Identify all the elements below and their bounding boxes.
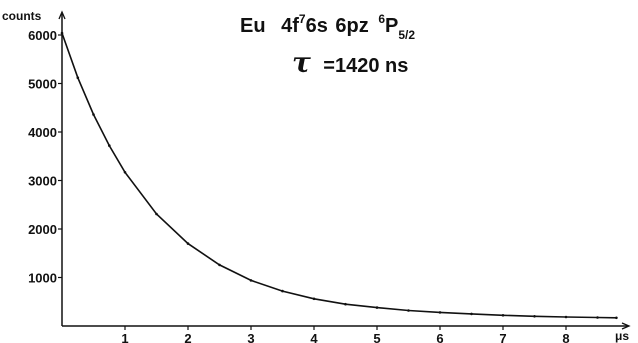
x-tick-label: 4 — [310, 331, 318, 343]
chart-title-line2: τ =1420 ns — [292, 46, 408, 79]
title-4f: 4f — [281, 15, 299, 37]
tau-symbol: τ — [292, 46, 311, 79]
x-axis-label: μs — [615, 329, 629, 343]
y-tick-label: 3000 — [28, 174, 57, 189]
x-tick-label: 5 — [373, 331, 380, 343]
title-4f-sup: 7 — [299, 12, 306, 26]
title-element: Eu — [240, 15, 266, 37]
x-tick-label: 2 — [184, 331, 191, 343]
y-tick-label: 4000 — [28, 125, 57, 140]
x-tick-label: 8 — [562, 331, 569, 343]
x-tick-label: 1 — [121, 331, 128, 343]
y-tick-label: 1000 — [28, 271, 57, 286]
y-tick-label: 6000 — [28, 28, 57, 43]
chart-title-line1: Eu 4f76s 6pz 6P5/2 — [240, 12, 415, 42]
title-P: P — [385, 15, 398, 37]
title-5-2-sub: 5/2 — [398, 28, 415, 42]
title-6s: 6s — [306, 15, 328, 37]
tau-value: =1420 ns — [323, 55, 408, 77]
x-tick-label: 7 — [499, 331, 506, 343]
fit-curve — [61, 32, 617, 319]
x-axis-arrow — [621, 322, 631, 330]
y-tick-label: 2000 — [28, 222, 57, 237]
x-tick-label: 6 — [436, 331, 443, 343]
y-axis-label: counts — [2, 9, 42, 23]
title-6pz: 6pz — [335, 15, 368, 37]
y-tick-label: 5000 — [28, 77, 57, 92]
x-tick-label: 3 — [247, 331, 254, 343]
title-6-sup: 6 — [378, 12, 385, 26]
y-axis-arrow — [58, 10, 66, 20]
